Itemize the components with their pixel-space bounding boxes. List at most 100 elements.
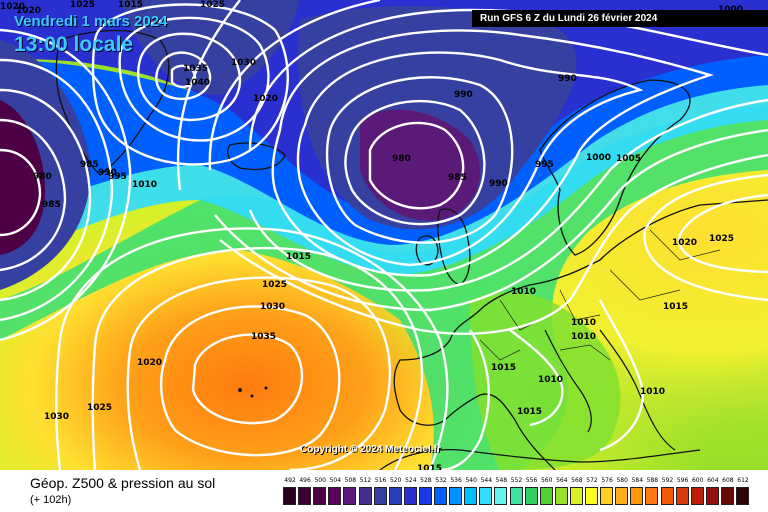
- scale-swatch: [554, 487, 568, 505]
- isobar-label: 1010: [571, 318, 596, 328]
- forecast-map: 1020 1025 1015 1025 1035 1040 1030 1020 980 985 98…: [0, 0, 768, 470]
- azores-island: [250, 394, 254, 398]
- scale-label: 536: [450, 477, 462, 484]
- scale-label: 512: [359, 477, 372, 484]
- isobar-label: 1025: [70, 0, 95, 10]
- scale-label: 532: [435, 477, 447, 484]
- scale-swatch: [660, 487, 674, 505]
- scale-label: 500: [314, 477, 326, 484]
- scale-label: 492: [284, 477, 296, 484]
- balkans-outline: [599, 329, 676, 451]
- scale-swatch: [283, 487, 296, 505]
- scandinavia-outline: [539, 79, 691, 256]
- isobar-label: 1030: [231, 58, 256, 68]
- isobar-east-1020: [643, 173, 768, 302]
- isobar-label: 1015: [118, 0, 143, 10]
- isobar-label: 1025: [87, 403, 112, 413]
- isobar-high-1030: [159, 305, 341, 457]
- isobar-985: [344, 99, 486, 226]
- isobar-west-995: [0, 58, 114, 322]
- isobar-label: 1020: [253, 94, 278, 104]
- scale-swatch: [705, 487, 719, 505]
- scale-swatch: [630, 487, 644, 505]
- scale-swatch: [298, 487, 312, 505]
- isobar-label: 1025: [200, 0, 225, 10]
- z500-color-scale: 492 496 500 504 508 512 516 520 524 528 532 536 540 5…: [283, 477, 751, 509]
- isobar-label: 1015: [286, 252, 311, 262]
- isobar-1030: [136, 32, 242, 122]
- isobar-1020: [91, 3, 289, 166]
- scale-swatch: [569, 487, 583, 505]
- scale-label: 548: [495, 477, 508, 484]
- scale-label: 516: [374, 477, 387, 484]
- isobar-label: 1015: [517, 407, 542, 417]
- scale-swatch: [358, 487, 372, 505]
- scale-swatch: [675, 487, 689, 505]
- z500-low-core-north-inner: [360, 109, 480, 221]
- scale-label: 560: [540, 477, 553, 484]
- forecast-date: Vendredi 1 mars 2024: [14, 13, 168, 30]
- scale-label: 572: [586, 477, 598, 484]
- scale-label: 588: [646, 477, 659, 484]
- isobar-1005: [248, 8, 768, 292]
- isobar-label: 1015: [417, 464, 442, 470]
- isobar-west-1000: [0, 28, 132, 342]
- scale-label: 520: [389, 477, 402, 484]
- scale-swatch: [388, 487, 402, 505]
- isobar-high-1020: [91, 246, 424, 470]
- isobar-east-1025: [678, 193, 768, 274]
- isobar-label: 1035: [183, 64, 208, 74]
- scale-label: 556: [525, 477, 538, 484]
- copyright-text: Copyright © 2024 Meteociel.fr: [300, 444, 441, 455]
- isobar-label: 985: [80, 160, 99, 170]
- scale-swatch: [690, 487, 704, 505]
- iceland-outline: [227, 142, 286, 171]
- isobar-label: 1015: [491, 363, 516, 373]
- isobar-label: 1020: [137, 358, 162, 368]
- scale-label: 600: [691, 477, 704, 484]
- isobar-label: 1015: [663, 302, 688, 312]
- isobars: [0, 0, 768, 470]
- scale-label: 540: [465, 477, 477, 484]
- isobar-west-985: [0, 118, 67, 272]
- isobar-west-990: [0, 88, 92, 302]
- map-footer: Géop. Z500 & pression au sol (+ 102h) 49…: [0, 470, 768, 512]
- isobar-label: 1025: [709, 234, 734, 244]
- scale-swatch: [585, 487, 598, 505]
- isobar-label: 1030: [44, 412, 69, 422]
- scale-swatch: [645, 487, 659, 505]
- map-title: Géop. Z500 & pression au sol: [30, 475, 216, 491]
- scale-label: 604: [707, 477, 719, 484]
- scale-label: 576: [601, 477, 613, 484]
- scale-label: 504: [329, 477, 342, 484]
- isobar-label: 1040: [185, 78, 210, 88]
- isobar-label: 980: [392, 154, 411, 164]
- scale-swatch: [539, 487, 553, 505]
- scale-swatch: [313, 487, 327, 505]
- isobar-label: 985: [448, 173, 467, 183]
- azores-island: [264, 386, 268, 390]
- isobar-label: 1030: [260, 302, 285, 312]
- isobar-labels: 1020 1025 1015 1025 1035 1040 1030 1020 980 985 98…: [0, 0, 743, 470]
- isobar-label: 1020: [0, 2, 25, 12]
- z500-trough-arctic: [120, 0, 300, 95]
- isobar-1035: [155, 51, 212, 101]
- scale-swatch: [720, 487, 734, 505]
- isobar-high-1015: [55, 227, 449, 470]
- isobar-label: 1005: [616, 154, 641, 164]
- africa-coast: [379, 449, 701, 470]
- scale-label: 584: [631, 477, 644, 484]
- scale-label: 608: [722, 477, 734, 484]
- isobar-label: 985: [42, 200, 61, 210]
- scale-label: 568: [571, 477, 583, 484]
- scale-swatch: [328, 487, 342, 505]
- scale-swatch: [464, 487, 478, 505]
- isobar-990: [325, 76, 514, 244]
- scale-label: 496: [299, 477, 311, 484]
- scale-swatch: [343, 487, 357, 505]
- z500-lime-zone: [470, 291, 621, 470]
- isobar-label: 995: [535, 160, 554, 170]
- isobar-label: 1010: [511, 287, 536, 297]
- scale-swatch: [524, 487, 538, 505]
- scale-label: 596: [676, 477, 689, 484]
